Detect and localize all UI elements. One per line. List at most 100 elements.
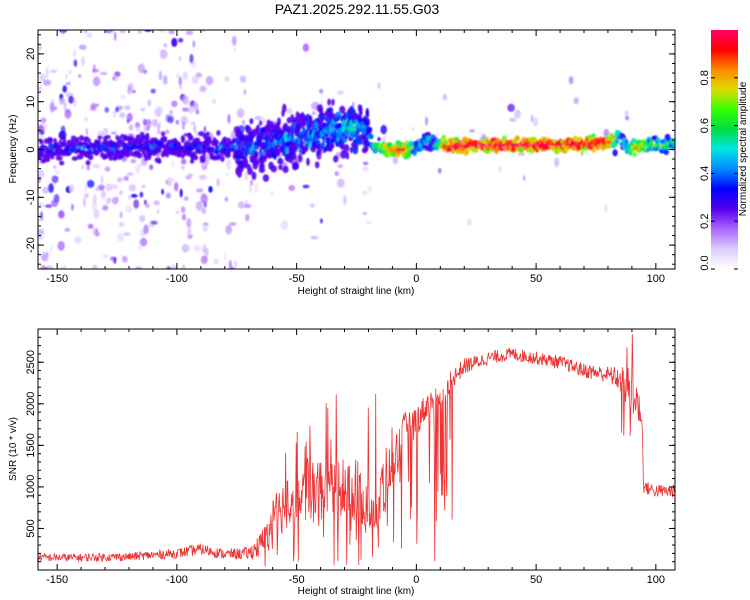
spectrogram-speckle [92,228,96,236]
spectrogram-speckle [185,175,192,180]
spectrogram-speckle [137,30,142,34]
spectrogram-speckle [157,130,162,135]
spectrogram-speckle [92,194,97,204]
spectrogram-y-tick-label: 0 [25,146,37,152]
spectrogram-cell [84,136,89,142]
spectrogram-speckle [114,32,117,41]
spectrogram-speckle [302,184,310,189]
spectrogram-speckle [198,174,207,180]
spectrogram-cell [188,134,194,141]
spectrogram-speckle [166,266,172,269]
spectrogram-speckle [224,196,229,202]
snr-x-tick-label: 0 [413,574,419,586]
spectrogram-speckle [174,182,179,192]
spectrogram-speckle [320,218,323,224]
spectrogram-speckle [38,134,45,139]
spectrogram-ridge [38,98,675,182]
spectrogram-cell [624,139,629,145]
snr-y-tick-label: 1000 [25,475,37,499]
spectrogram-cell [70,135,77,141]
spectrogram-speckle [180,266,186,269]
spectrogram-speckle [159,30,166,33]
spectrogram-cell [441,134,447,141]
spectrogram-speckle [185,30,194,35]
spectrogram-speckle [224,76,230,82]
spectrogram-speckle [362,161,369,165]
spectrogram-speckle [612,149,618,157]
spectrogram-noise-speckle [38,30,630,269]
snr-y-tick-label: 500 [25,519,37,537]
spectrogram-speckle [362,166,369,172]
spectrogram-speckle [280,220,289,230]
colorbar-label: Normalized spectral amplitude [738,81,749,216]
spectrogram-speckle [309,203,315,208]
spectrogram-speckle [181,165,185,170]
spectrogram-cell [254,159,259,166]
spectrogram-speckle [377,82,381,90]
spectrogram-speckle [343,195,347,206]
spectrogram-speckle [533,117,539,127]
spectrogram-speckle [50,69,57,73]
spectrogram-y-tick-label: 20 [25,48,37,60]
spectrogram-cell [194,155,199,161]
spectrogram-cell [216,130,221,136]
spectrogram-x-tick-label: -150 [46,273,68,285]
spectrogram-speckle [182,107,190,112]
spectrogram-speckle [604,204,608,213]
spectrogram-speckle [411,126,415,131]
spectrogram-speckle [108,197,112,205]
spectrogram-speckle [58,210,65,219]
spectrogram-cell [444,139,448,146]
spectrogram-speckle [48,183,54,194]
spectrogram-cell [369,133,374,140]
snr-y-tick-label: 2500 [25,350,37,374]
spectrogram-cell [407,149,412,156]
spectrogram-speckle [171,37,178,47]
spectrogram-speckle [236,108,245,118]
spectrogram-cell [298,153,302,163]
spectrogram-speckle [92,76,101,87]
spectrogram-cell [156,159,162,164]
spectrogram-speckle [603,128,610,138]
spectrogram-speckle [51,175,59,184]
spectrogram-speckle [49,102,55,113]
spectrogram-speckle [392,155,398,165]
spectrogram-cell [282,165,289,174]
spectrogram-speckle [573,97,579,105]
spectrogram-speckle [228,222,237,226]
spectrogram-speckle [226,172,229,177]
spectrogram-speckle [182,95,189,105]
spectrogram-speckle [171,264,176,269]
spectrogram-speckle [131,89,136,94]
spectrogram-speckle [165,129,170,135]
spectrogram-cell [115,143,122,149]
spectrogram-y-tick-label: -20 [25,237,37,253]
spectrogram-cell [632,152,637,157]
spectrogram-speckle [119,221,125,227]
spectrogram-cell [510,146,517,153]
spectrogram-speckle [143,199,147,205]
spectrogram-speckle [63,264,67,269]
spectrogram-speckle [244,199,249,205]
spectrogram-speckle [231,35,237,46]
spectrogram-cell [136,153,143,159]
spectrogram-speckle [181,213,186,221]
spectrogram-speckle [253,183,259,193]
snr-x-axis-label: Height of straight line (km) [298,586,415,597]
spectrogram-cell [340,150,347,159]
spectrogram-cell [59,160,65,166]
spectrogram-speckle [145,203,150,209]
spectrogram-speckle [113,257,117,264]
spectrogram-cell [333,155,339,163]
spectrogram-cell [663,148,669,156]
spectrogram-speckle [154,108,161,117]
spectrogram-speckle [86,179,95,188]
spectrogram-speckle [182,71,189,81]
spectrogram-speckle [42,186,50,194]
spectrogram-cell [198,131,205,137]
spectrogram-speckle [367,185,372,194]
spectrogram-speckle [216,178,220,187]
spectrogram-cell [377,137,381,142]
spectrogram-speckle [95,231,100,237]
spectrogram-speckle [59,98,66,105]
